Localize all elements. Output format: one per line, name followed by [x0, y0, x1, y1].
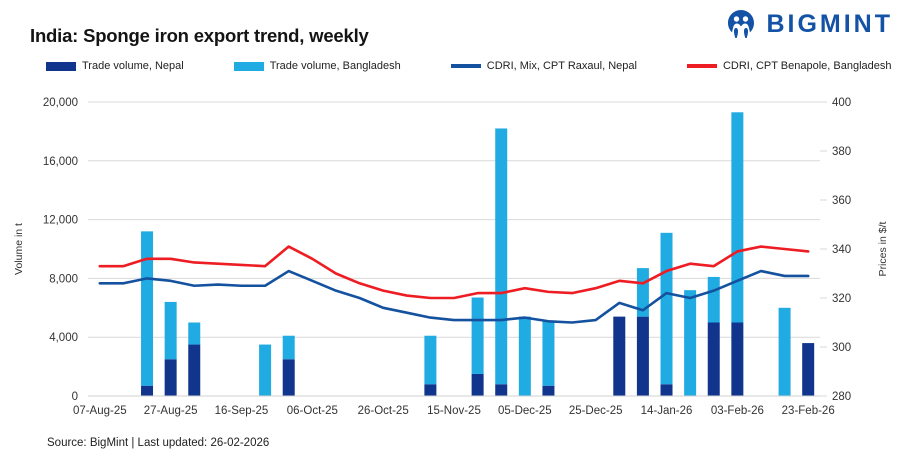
bar-segment[interactable] — [684, 290, 697, 396]
bar-segment[interactable] — [518, 316, 531, 396]
bar-segment[interactable] — [707, 322, 720, 397]
legend-item-cdri-benapole-bangladesh[interactable]: CDRI, CPT Benapole, Bangladesh — [686, 60, 892, 72]
bar-segment[interactable] — [141, 385, 154, 396]
bar-segment[interactable] — [660, 232, 673, 385]
legend-item-cdri-raxaul-nepal[interactable]: CDRI, Mix, CPT Raxaul, Nepal — [450, 60, 637, 72]
y2-axis-label: Prices in $/t — [877, 221, 889, 276]
y-axis-tick: 8,000 — [49, 273, 78, 285]
legend-label-benapole: CDRI, CPT Benapole, Bangladesh — [722, 60, 892, 72]
bar-segment[interactable] — [542, 385, 555, 396]
x-axis-tick: 03-Feb-26 — [711, 405, 764, 417]
bar-segment[interactable] — [259, 344, 272, 396]
x-axis-tick: 14-Jan-26 — [641, 405, 693, 417]
legend-swatch-bangladesh-bar — [233, 61, 264, 71]
y2-axis-tick: 300 — [832, 342, 851, 354]
price-line[interactable] — [98, 269, 810, 324]
combo-chart: 0 4,000 8,000 12,000 16,000 20,000 280 300 320 34… — [13, 97, 889, 417]
legend-swatch-benapole-line — [686, 64, 717, 68]
bigmint-logo-icon — [728, 10, 755, 38]
legend-swatch-raxaul-line — [450, 64, 481, 68]
x-axis-tick: 23-Feb-26 — [782, 405, 835, 417]
bar-segment[interactable] — [141, 231, 154, 386]
y-axis-tick: 20,000 — [43, 97, 78, 109]
legend-item-trade-volume-nepal[interactable]: Trade volume, Nepal — [46, 60, 184, 72]
bar-segment[interactable] — [731, 112, 744, 323]
source-note: Source: BigMint | Last updated: 26-02-20… — [47, 437, 270, 449]
bar-segment[interactable] — [707, 276, 720, 323]
price-line[interactable] — [98, 245, 810, 300]
brand-logo: BIGMINT — [725, 8, 893, 40]
y2-axis-tick: 320 — [832, 293, 851, 305]
x-axis-tick: 26-Oct-25 — [358, 405, 409, 417]
bar-segment[interactable] — [164, 359, 177, 396]
y-axis-tick: 12,000 — [43, 215, 78, 227]
bar-segment[interactable] — [495, 384, 508, 396]
bar-segment[interactable] — [188, 344, 201, 396]
y2-axis-tick: 360 — [832, 195, 851, 207]
bar-segment[interactable] — [282, 335, 295, 360]
y2-axis-tick: 400 — [832, 97, 851, 109]
bar-segment[interactable] — [636, 268, 649, 317]
bar-segment[interactable] — [424, 384, 437, 396]
legend-item-trade-volume-bangladesh[interactable]: Trade volume, Bangladesh — [233, 60, 401, 72]
bar-segment[interactable] — [802, 343, 815, 396]
legend-label-bangladesh: Trade volume, Bangladesh — [269, 60, 401, 72]
x-axis-tick: 25-Dec-25 — [569, 405, 623, 417]
bar-segment[interactable] — [542, 321, 555, 386]
y-axis-tick: 0 — [72, 391, 78, 403]
y-axis-tick: 4,000 — [49, 332, 78, 344]
y-axis-label: Volume in t — [13, 223, 25, 275]
y2-axis-tick: 340 — [832, 244, 851, 256]
x-axis-tick: 16-Sep-25 — [215, 405, 269, 417]
bar-segment[interactable] — [188, 322, 201, 345]
bar-segment[interactable] — [731, 322, 744, 397]
x-axis-tick: 15-Nov-25 — [427, 405, 481, 417]
x-axis-tick: 05-Dec-25 — [498, 405, 552, 417]
brand-name: BIGMINT — [766, 9, 893, 38]
bar-segment[interactable] — [164, 301, 177, 360]
chart-canvas: 0 4,000 8,000 12,000 16,000 20,000 280 300 320 34… — [0, 88, 915, 418]
y2-axis-tick: 280 — [832, 391, 851, 403]
bar-segment[interactable] — [636, 316, 649, 396]
legend-label-raxaul: CDRI, Mix, CPT Raxaul, Nepal — [486, 60, 637, 72]
bar-segment[interactable] — [613, 316, 626, 396]
bar-segment[interactable] — [471, 297, 484, 374]
bar-segment[interactable] — [471, 373, 484, 396]
x-axis-tick: 06-Oct-25 — [287, 405, 338, 417]
y2-axis-tick: 380 — [832, 146, 851, 158]
bar-segment[interactable] — [660, 384, 673, 396]
x-axis-tick: 27-Aug-25 — [144, 405, 198, 417]
x-axis-tick: 07-Aug-25 — [73, 405, 127, 417]
bar-segment[interactable] — [282, 359, 295, 396]
legend-swatch-nepal-bar — [46, 61, 76, 71]
y-axis-tick: 16,000 — [43, 156, 78, 168]
bar-segment[interactable] — [424, 335, 437, 385]
chart-legend: Trade volume, Nepal Trade volume, Bangla… — [46, 60, 895, 72]
legend-label-nepal: Trade volume, Nepal — [82, 60, 184, 72]
page-title: India: Sponge iron export trend, weekly — [30, 25, 369, 46]
bar-segment[interactable] — [778, 307, 791, 396]
bar-segment[interactable] — [495, 128, 508, 385]
